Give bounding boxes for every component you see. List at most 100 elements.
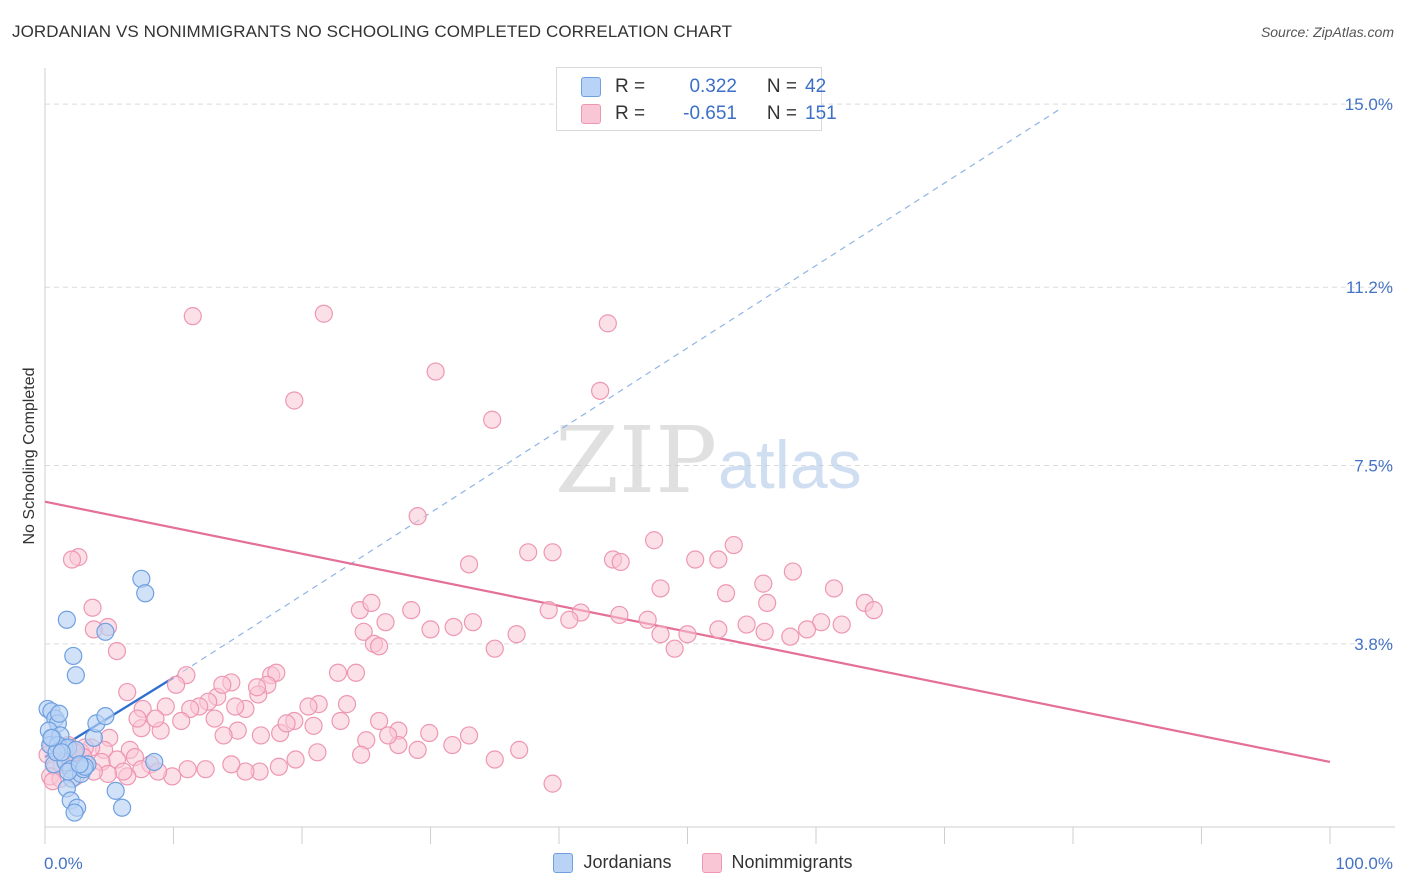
jordanians-point bbox=[96, 707, 115, 726]
nonimmigrants-point bbox=[651, 579, 670, 598]
nonimmigrants-point bbox=[598, 314, 617, 333]
jordanians-point bbox=[112, 798, 132, 817]
y-tick-label-2: 11.2% bbox=[1346, 278, 1393, 297]
nonimmigrants-point bbox=[421, 620, 440, 639]
gridlines bbox=[45, 103, 1395, 645]
nonimmigrants-point bbox=[716, 584, 736, 603]
nonimmigrants-point bbox=[314, 304, 333, 323]
legend-box: R = 0.322 N = 42 R = -0.651 N = 151 bbox=[556, 67, 837, 131]
nonimmigrants-point bbox=[737, 615, 756, 634]
nonimmigrants-point bbox=[376, 613, 395, 632]
nonimmigrants-point bbox=[354, 622, 373, 641]
nonimmigrants-point bbox=[591, 381, 610, 400]
legend-r-value-jordanians: 0.322 bbox=[689, 76, 737, 97]
nonimmigrants-point bbox=[285, 391, 304, 410]
nonimmigrants-point bbox=[797, 620, 817, 639]
nonimmigrants-point bbox=[543, 774, 562, 793]
bottom-legend-nonimmigrants[interactable]: Nonimmigrants bbox=[701, 852, 853, 873]
nonimmigrants-point bbox=[483, 410, 502, 429]
jordanians-point bbox=[106, 781, 125, 800]
nonimmigrants-point bbox=[463, 613, 483, 632]
nonimmigrants-point bbox=[83, 598, 102, 617]
nonimmigrants-point bbox=[485, 750, 504, 769]
y-axis-label: No Schooling Completed bbox=[21, 368, 38, 545]
nonimmigrants-point bbox=[724, 535, 743, 555]
legend-row-nonimmigrants: R = -0.651 N = 151 bbox=[581, 102, 837, 126]
nonimmigrants-point bbox=[426, 362, 445, 381]
nonimmigrants-point bbox=[352, 745, 371, 764]
nonimmigrants-point bbox=[408, 507, 427, 526]
bottom-legend: Jordanians Nonimmigrants bbox=[0, 852, 1406, 873]
jordanians-point bbox=[42, 728, 61, 747]
nonimmigrants-point bbox=[651, 625, 670, 644]
nonimmigrants-point bbox=[560, 610, 579, 629]
nonimmigrants-point bbox=[408, 740, 427, 759]
nonimmigrants-point bbox=[378, 726, 398, 745]
nonimmigrants-point bbox=[678, 625, 697, 644]
legend-n-value-jordanians: 42 bbox=[805, 76, 827, 97]
nonimmigrants-point bbox=[214, 726, 233, 745]
nonimmigrants-point bbox=[166, 675, 186, 694]
jordanians-point bbox=[50, 704, 69, 723]
nonimmigrants-point bbox=[226, 697, 245, 716]
legend-r-value-nonimmigrants: -0.651 bbox=[683, 103, 737, 124]
nonimmigrants-point bbox=[118, 682, 137, 702]
jordanians-point bbox=[64, 646, 83, 666]
nonimmigrants-points bbox=[38, 304, 883, 793]
jordanians-point bbox=[65, 803, 84, 822]
nonimmigrants-point bbox=[402, 601, 421, 620]
jordanians-point bbox=[70, 755, 89, 774]
source-label: Source: ZipAtlas.com bbox=[1260, 24, 1394, 40]
nonimmigrants-point bbox=[758, 593, 777, 613]
nonimmigrants-point bbox=[181, 699, 200, 719]
nonimmigrants-point bbox=[196, 760, 215, 779]
nonimmigrants-point bbox=[611, 552, 630, 572]
nonimmigrants-point bbox=[156, 697, 175, 716]
nonimmigrants-point bbox=[267, 663, 286, 682]
nonimmigrants-point bbox=[247, 678, 267, 697]
watermark-zip: ZIP bbox=[555, 407, 717, 514]
nonimmigrants-point bbox=[459, 555, 479, 574]
legend-swatch-nonimmigrants bbox=[581, 104, 601, 124]
legend-n-label: N = bbox=[766, 76, 797, 97]
nonimmigrants-point bbox=[539, 601, 558, 620]
bottom-legend-swatch-nonimmigrants bbox=[701, 852, 722, 873]
nonimmigrants-point bbox=[824, 579, 844, 598]
nonimmigrants-point bbox=[172, 711, 191, 731]
nonimmigrants-point bbox=[62, 550, 82, 569]
nonimmigrants-point bbox=[644, 531, 664, 550]
nonimmigrants-point bbox=[236, 762, 255, 781]
nonimmigrants-point bbox=[864, 601, 883, 620]
nonimmigrants-point bbox=[783, 562, 802, 581]
nonimmigrants-point bbox=[485, 639, 504, 658]
nonimmigrants-point bbox=[178, 760, 197, 779]
bottom-legend-label-nonimmigrants: Nonimmigrants bbox=[731, 852, 853, 872]
nonimmigrants-point bbox=[370, 637, 389, 656]
nonimmigrants-point bbox=[304, 716, 323, 735]
nonimmigrants-point bbox=[286, 750, 305, 769]
nonimmigrants-point bbox=[459, 726, 479, 745]
legend-n-value-nonimmigrants: 151 bbox=[805, 103, 837, 124]
nonimmigrants-point bbox=[755, 622, 774, 641]
nonimmigrants-point bbox=[362, 593, 381, 613]
bottom-legend-swatch-jordanians bbox=[553, 852, 574, 873]
nonimmigrants-point bbox=[277, 714, 296, 733]
legend-r-label: R = bbox=[615, 103, 646, 124]
legend-row-jordanians: R = 0.322 N = 42 bbox=[581, 75, 826, 99]
bottom-legend-jordanians[interactable]: Jordanians bbox=[553, 852, 672, 873]
y-tick-label-0: 3.8% bbox=[1354, 635, 1393, 654]
legend-n-label: N = bbox=[766, 103, 797, 124]
legend-swatch-jordanians bbox=[581, 77, 601, 97]
nonimmigrants-point bbox=[444, 617, 463, 637]
nonimmigrants-point bbox=[251, 726, 270, 745]
legend-r-label: R = bbox=[615, 76, 646, 97]
nonimmigrants-point bbox=[222, 755, 241, 774]
x-tick-label-max: 100.0% bbox=[1335, 854, 1393, 873]
nonimmigrants-point bbox=[328, 663, 348, 682]
nonimmigrants-point bbox=[443, 735, 462, 755]
nonimmigrants-point bbox=[346, 663, 366, 682]
nonimmigrants-point bbox=[420, 723, 439, 743]
nonimmigrants-point bbox=[183, 307, 202, 326]
nonimmigrants-point bbox=[507, 625, 526, 644]
